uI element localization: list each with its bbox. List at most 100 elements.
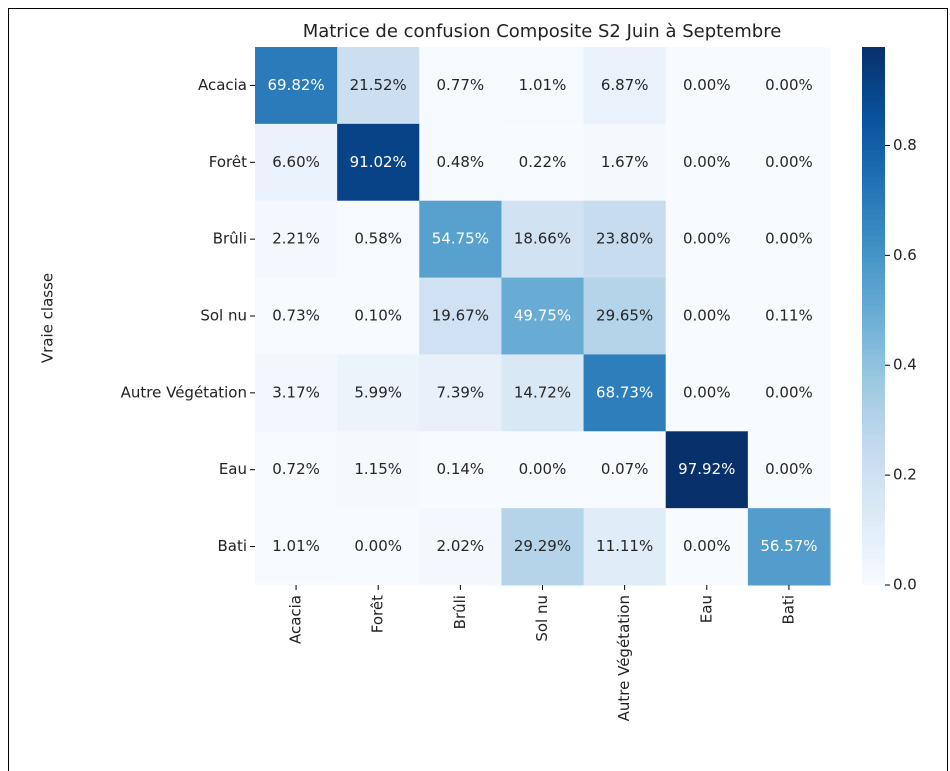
- frame: [8, 8, 948, 771]
- heatmap-cell: [583, 508, 667, 586]
- colorbar-segment: [862, 100, 885, 107]
- heatmap-cell: [255, 508, 338, 586]
- cell-label: 0.00%: [765, 230, 813, 248]
- cell-label: 0.00%: [765, 76, 813, 94]
- heatmap-cell: [255, 354, 338, 432]
- colorbar-segment: [862, 541, 885, 548]
- x-tick-label: Forêt: [369, 595, 387, 633]
- colorbar-segment: [862, 407, 885, 414]
- colorbar-segment: [862, 73, 885, 80]
- colorbar-segment: [862, 106, 885, 113]
- colorbar-segment: [862, 359, 885, 366]
- heatmap-cell: [419, 354, 502, 432]
- y-tick-label: Bati: [217, 537, 247, 555]
- cell-label: 1.15%: [354, 460, 402, 478]
- colorbar-segment: [862, 348, 885, 355]
- colorbar-segment: [862, 321, 885, 328]
- heatmap-cell: [501, 123, 585, 202]
- colorbar-tick-label: 0.2: [893, 466, 917, 484]
- heatmap-cell: [583, 200, 667, 279]
- cell-label: 0.10%: [354, 307, 402, 325]
- cell-label: 3.17%: [272, 383, 320, 401]
- cell-label: 21.52%: [350, 76, 407, 94]
- colorbar-segment: [862, 272, 885, 279]
- colorbar-segment: [862, 493, 885, 500]
- y-tick-label: Forêt: [209, 153, 247, 171]
- heatmap-cell: [747, 277, 831, 355]
- y-tick-label: Eau: [219, 460, 247, 478]
- heatmap-cell: [419, 277, 502, 355]
- cell-label: 19.67%: [432, 307, 489, 325]
- colorbar-segment: [862, 186, 885, 193]
- cell-label: 7.39%: [437, 383, 485, 401]
- cell-label: 0.14%: [437, 460, 485, 478]
- colorbar-segment: [862, 122, 885, 129]
- colorbar-segment: [862, 299, 885, 306]
- colorbar-segment: [862, 116, 885, 123]
- cell-label: 5.99%: [354, 383, 402, 401]
- colorbar-segment: [862, 466, 885, 473]
- colorbar-segment: [862, 498, 885, 505]
- colorbar-segment: [862, 111, 885, 118]
- colorbar-segment: [862, 310, 885, 317]
- cell-label: 0.00%: [519, 460, 567, 478]
- colorbar-segment: [862, 439, 885, 446]
- y-tick-label: Sol nu: [200, 307, 247, 325]
- colorbar-segment: [862, 385, 885, 392]
- colorbar-segment: [862, 63, 885, 70]
- cell-label: 0.00%: [765, 460, 813, 478]
- colorbar-segment: [862, 224, 885, 231]
- colorbar-segment: [862, 283, 885, 290]
- colorbar-segment: [862, 482, 885, 489]
- colorbar-segment: [862, 531, 885, 538]
- heatmap-cell: [583, 47, 667, 125]
- cell-label: 56.57%: [760, 537, 817, 555]
- heatmap-cell: [665, 200, 749, 279]
- colorbar-segment: [862, 235, 885, 242]
- heatmap-cell: [337, 47, 420, 125]
- colorbar-segment: [862, 267, 885, 274]
- heatmap-cell: [747, 508, 831, 586]
- colorbar-tick-label: 0.8: [893, 136, 917, 154]
- colorbar-segment: [862, 434, 885, 441]
- colorbar-segment: [862, 316, 885, 322]
- heatmap-cell: [665, 123, 749, 202]
- cell-label: 0.07%: [601, 460, 649, 478]
- heatmap-cell: [255, 47, 338, 125]
- colorbar-segment: [862, 423, 885, 430]
- colorbar-segment: [862, 176, 885, 183]
- colorbar-segment: [862, 305, 885, 312]
- colorbar-segment: [862, 337, 885, 344]
- colorbar-segment: [862, 52, 885, 59]
- heatmap-cell: [583, 123, 667, 202]
- colorbar-segment: [862, 246, 885, 253]
- colorbar-segment: [862, 504, 885, 511]
- cell-label: 0.73%: [272, 307, 320, 325]
- colorbar-segment: [862, 563, 885, 570]
- cell-label: 0.00%: [683, 230, 731, 248]
- x-tick-label: Autre Végétation: [615, 595, 633, 721]
- cell-label: 68.73%: [596, 383, 653, 401]
- chart-title: Matrice de confusion Composite S2 Juin à…: [303, 21, 782, 42]
- colorbar-segment: [862, 326, 885, 333]
- colorbar-segment: [862, 197, 885, 204]
- colorbar-segment: [862, 170, 885, 177]
- colorbar-segment: [862, 342, 885, 349]
- heatmap-cell: [501, 508, 585, 586]
- cell-label: 23.80%: [596, 230, 653, 248]
- colorbar-segment: [862, 412, 885, 419]
- colorbar-segment: [862, 213, 885, 220]
- cell-label: 0.58%: [354, 230, 402, 248]
- cell-label: 1.01%: [272, 537, 320, 555]
- y-tick-label: Autre Végétation: [121, 383, 247, 401]
- colorbar-segment: [862, 579, 885, 586]
- cell-label: 54.75%: [432, 230, 489, 248]
- cell-label: 0.00%: [683, 537, 731, 555]
- heatmap-cell: [501, 431, 585, 509]
- colorbar-segment: [862, 375, 885, 382]
- heatmap-cell: [337, 508, 420, 586]
- cell-label: 1.67%: [601, 153, 649, 171]
- colorbar-segment: [862, 568, 885, 575]
- heatmap-cell: [747, 123, 831, 202]
